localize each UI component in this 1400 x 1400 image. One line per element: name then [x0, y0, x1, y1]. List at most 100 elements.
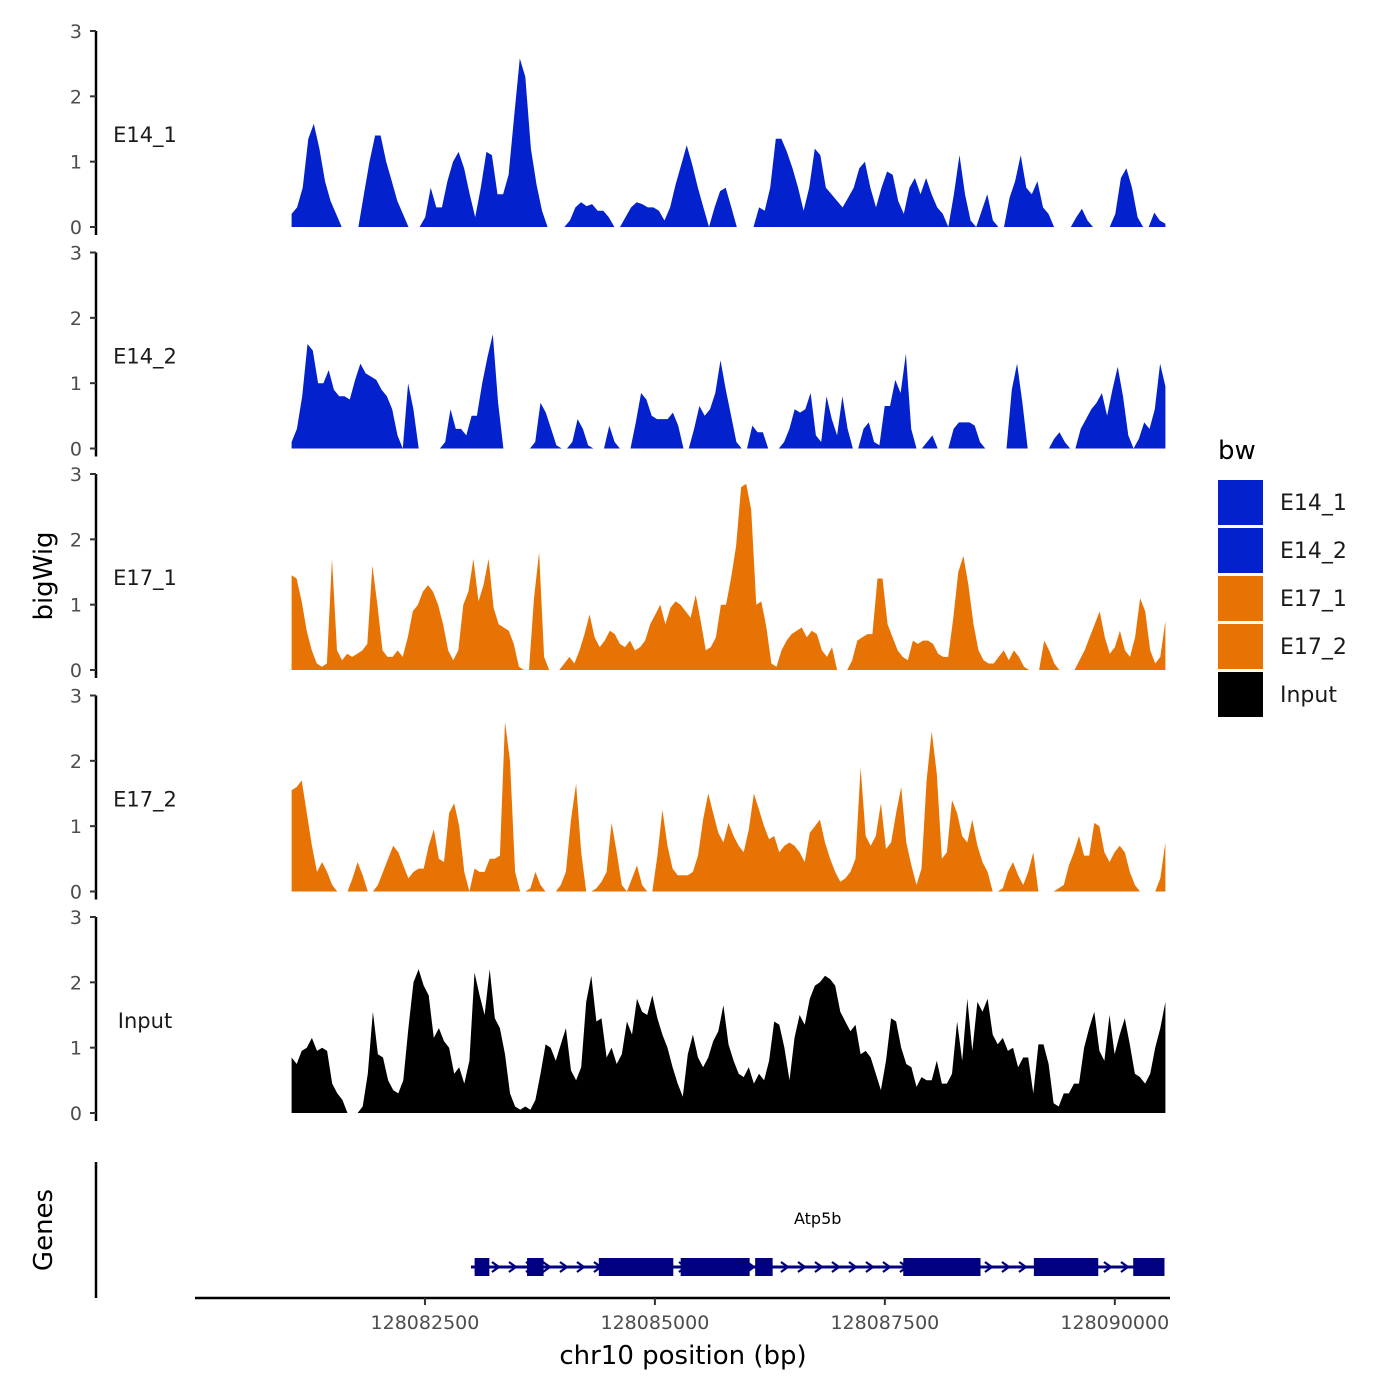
- strand-arrow-37: [1103, 1261, 1113, 1273]
- legend-swatch-e14-1: [1218, 480, 1263, 525]
- strand-arrow-2: [508, 1261, 518, 1273]
- track-label-input: Input: [118, 1009, 172, 1033]
- gene-exon-8: [1133, 1258, 1165, 1276]
- coverage-area-input-1: [357, 969, 1166, 1113]
- strand-arrow-6: [576, 1261, 586, 1273]
- y-tick-label-e17-1-0: 0: [70, 660, 82, 682]
- y-tick-label-input-2: 2: [70, 972, 82, 994]
- coverage-area-e14-2-6: [630, 393, 684, 449]
- coverage-area-e17-2-7: [626, 865, 648, 892]
- y-tick-label-e17-2-3: 3: [70, 686, 82, 708]
- gene-exon-2: [527, 1258, 544, 1276]
- y-tick-label-input-3: 3: [70, 907, 82, 929]
- coverage-area-e14-1-0: [291, 123, 342, 227]
- gene-panel-label: Genes: [29, 1189, 59, 1271]
- y-tick-label-e17-2-2: 2: [70, 751, 82, 773]
- gene-name-label: Atp5b: [794, 1209, 841, 1228]
- coverage-area-e14-2-15: [1075, 366, 1134, 449]
- coverage-area-e17-2-9: [997, 852, 1039, 892]
- coverage-area-e14-1-2: [419, 58, 548, 228]
- legend-label-e14-2: E14_2: [1280, 539, 1347, 564]
- legend: bw E14_1 E14_2 E17_1 E17_2 Input: [1218, 436, 1347, 717]
- strand-arrow-19: [797, 1261, 807, 1273]
- y-tick-label-e14-2-3: 3: [70, 243, 82, 265]
- gene-exon-4: [680, 1258, 750, 1276]
- track-label-e17-2: E17_2: [113, 788, 177, 813]
- track-input: 0 1 2 3 Input: [70, 907, 1166, 1125]
- track-e17-1: 0 1 2 3 E17_1: [70, 464, 1166, 682]
- coverage-area-e17-1-0: [291, 558, 524, 670]
- coverage-area-e14-1-9: [1004, 155, 1055, 227]
- y-tick-label-e14-1-3: 3: [70, 21, 82, 43]
- track-e14-2: 0 1 2 3 E14_2: [70, 243, 1166, 461]
- legend-items: E14_1 E14_2 E17_1 E17_2 Input: [1218, 480, 1347, 717]
- coverage-area-e14-2-13: [1006, 363, 1028, 449]
- x-tick-label-128090000: 128090000: [1060, 1312, 1169, 1334]
- legend-label-e17-1: E17_1: [1280, 587, 1347, 612]
- coverage-area-e17-2-11: [1155, 842, 1166, 892]
- coverage-tracks: 0 1 2 3 E14_1 0 1 2 3 E14_2 0 1 2 3 E17_1 0 1 2 3 E17_2 0 1 2 3…: [70, 21, 1166, 1125]
- coverage-area-e14-2-14: [1048, 432, 1071, 449]
- coverage-area-e14-2-1: [402, 383, 419, 449]
- y-tick-label-e14-1-2: 2: [70, 86, 82, 108]
- track-label-e17-1: E17_1: [113, 566, 177, 591]
- strand-arrow-4: [542, 1261, 552, 1273]
- coverage-area-e14-2-0: [291, 344, 403, 449]
- x-tick-label-128082500: 128082500: [371, 1312, 480, 1334]
- gene-exon-6: [903, 1258, 981, 1276]
- strand-arrow-32: [1018, 1261, 1028, 1273]
- legend-label-input: Input: [1280, 683, 1337, 708]
- coverage-area-e17-1-4: [1039, 640, 1060, 670]
- strand-arrow-31: [1001, 1261, 1011, 1273]
- coverage-area-input-0: [291, 1037, 348, 1113]
- coverage-area-e14-1-3: [564, 202, 615, 227]
- y-axis-title: bigWig: [29, 531, 59, 620]
- x-axis-ticks: 128082500 128085000 128087500 128090000: [371, 1298, 1169, 1334]
- coverage-area-e14-2-7: [688, 360, 742, 449]
- coverage-area-e14-1-10: [1070, 208, 1093, 227]
- x-tick-label-128085000: 128085000: [601, 1312, 710, 1334]
- coverage-area-e14-1-7: [948, 155, 977, 227]
- y-tick-label-e17-2-1: 1: [70, 816, 82, 838]
- y-tick-label-e17-1-2: 2: [70, 529, 82, 551]
- coverage-area-e14-1-12: [1148, 212, 1166, 227]
- gene-exon-3: [598, 1258, 674, 1276]
- track-e14-1: 0 1 2 3 E14_1: [70, 21, 1166, 239]
- strand-arrow-1: [491, 1261, 501, 1273]
- coverage-area-e17-2-3: [469, 721, 521, 892]
- gene-exon-1: [474, 1258, 490, 1276]
- legend-label-e17-2: E17_2: [1280, 635, 1347, 660]
- coverage-area-e17-2-4: [525, 871, 546, 892]
- coverage-area-e14-2-11: [921, 435, 938, 449]
- y-tick-label-e14-1-1: 1: [70, 152, 82, 174]
- coverage-area-e14-2-2: [439, 334, 504, 449]
- x-axis-title: chr10 position (bp): [559, 1341, 806, 1371]
- coverage-area-e14-1-11: [1109, 168, 1144, 227]
- coverage-area-e14-2-8: [747, 425, 769, 449]
- coverage-area-e17-1-2: [559, 483, 838, 670]
- coverage-area-e17-2-6: [591, 822, 627, 892]
- x-axis: 128082500 128085000 128087500 128090000 chr…: [195, 1296, 1170, 1371]
- track-label-e14-2: E14_2: [113, 345, 177, 370]
- coverage-area-e17-2-0: [291, 780, 338, 892]
- legend-swatch-e17-1: [1218, 576, 1263, 621]
- strand-arrow-38: [1120, 1261, 1130, 1273]
- y-tick-label-e17-1-1: 1: [70, 595, 82, 617]
- coverage-area-e17-2-1: [347, 862, 368, 892]
- coverage-area-e14-2-4: [567, 419, 594, 449]
- strand-arrow-21: [831, 1261, 841, 1273]
- y-tick-label-input-1: 1: [70, 1038, 82, 1060]
- coverage-area-e17-1-5: [1074, 598, 1166, 670]
- gene-model-atp5b: [470, 1258, 1165, 1276]
- coverage-area-e17-2-8: [652, 731, 993, 892]
- coverage-area-e17-1-1: [529, 552, 550, 670]
- strand-arrow-18: [780, 1261, 790, 1273]
- coverage-area-e14-2-3: [529, 402, 562, 449]
- coverage-area-e14-1-8: [976, 194, 999, 227]
- strand-arrow-24: [882, 1261, 892, 1273]
- coverage-area-e14-1-1: [358, 135, 409, 227]
- legend-swatch-input: [1218, 672, 1263, 717]
- legend-label-e14-1: E14_1: [1280, 491, 1347, 516]
- y-tick-label-e14-1-0: 0: [70, 217, 82, 239]
